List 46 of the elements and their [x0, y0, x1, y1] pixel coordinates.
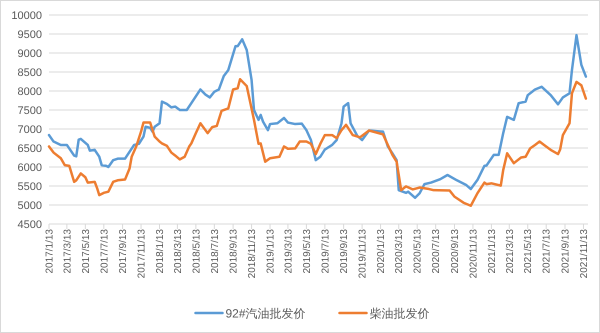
x-tick-label: 2020/9/13	[450, 228, 461, 274]
x-tick-label: 2021/3/13	[504, 228, 516, 274]
x-tick-label: 2019/7/13	[320, 228, 332, 274]
legend-label: 柴油批发价	[370, 306, 430, 320]
x-tick-label: 2019/5/13	[302, 228, 313, 274]
x-tick-label: 2017/3/13	[62, 228, 74, 274]
x-tick-label: 2018/3/13	[172, 228, 184, 274]
x-tick-label: 2019/1/13	[266, 228, 277, 274]
x-tick-label: 2020/1/13	[376, 228, 388, 274]
x-tick-label: 2021/5/13	[523, 228, 534, 274]
x-tick-label: 2017/9/13	[118, 228, 130, 274]
x-tick-label: 2017/11/13	[136, 228, 148, 278]
legend-label: 92#汽油批发价	[226, 306, 306, 320]
x-tick-label: 2020/3/13	[394, 228, 406, 274]
y-tick-label: 4500	[18, 219, 42, 231]
x-tick-label: 2018/11/13	[247, 228, 258, 278]
y-tick-label: 10000	[11, 10, 42, 22]
y-tick-label: 8000	[18, 86, 42, 98]
x-tick-label: 2020/7/13	[431, 228, 442, 274]
x-tick-label: 2017/5/13	[80, 228, 92, 274]
line-series	[48, 78, 588, 208]
y-tick-label: 7500	[18, 105, 42, 117]
x-tick-label: 2021/7/13	[542, 228, 553, 274]
y-tick-label: 9000	[18, 48, 42, 60]
y-tick-label: 5000	[18, 200, 42, 212]
y-tick-label: 7000	[18, 124, 42, 136]
x-tick-label: 2018/5/13	[191, 228, 202, 274]
x-tick-label: 2020/5/13	[412, 228, 424, 274]
x-tick-label: 2021/11/13	[578, 228, 590, 278]
x-tick-label: 2018/9/13	[228, 228, 240, 274]
x-tick-label: 2019/9/13	[339, 228, 350, 274]
x-tick-label: 2018/1/13	[155, 228, 166, 274]
y-tick-label: 8500	[18, 67, 42, 79]
line-series	[48, 34, 588, 200]
x-tick-label: 2019/11/13	[358, 228, 369, 278]
y-tick-label: 9500	[18, 29, 42, 41]
x-tick-label: 2017/1/13	[44, 228, 56, 274]
x-tick-label: 2018/7/13	[210, 228, 221, 274]
y-tick-label: 5500	[18, 181, 42, 193]
x-tick-label: 2020/11/13	[468, 228, 480, 278]
x-tick-label: 2019/3/13	[283, 228, 294, 274]
x-tick-label: 2021/9/13	[560, 228, 572, 274]
x-tick-label: 2017/7/13	[99, 228, 110, 274]
y-tick-label: 6000	[18, 162, 42, 174]
y-tick-label: 6500	[18, 143, 42, 155]
x-tick-label: 2021/1/13	[486, 228, 498, 274]
